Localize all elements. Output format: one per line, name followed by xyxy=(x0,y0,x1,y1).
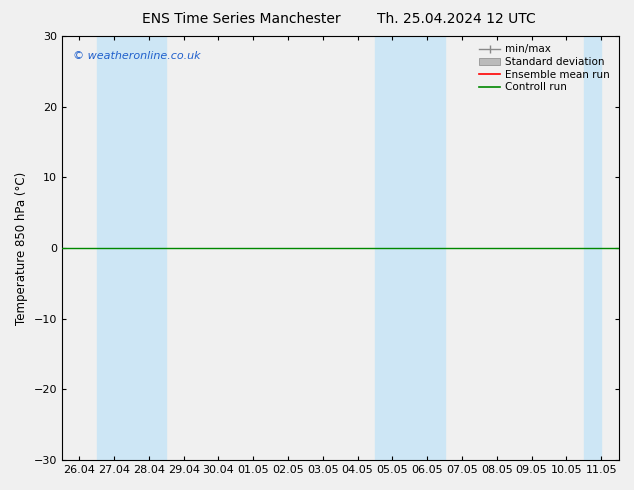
Bar xyxy=(584,36,601,460)
Bar xyxy=(375,36,444,460)
Y-axis label: Temperature 850 hPa (°C): Temperature 850 hPa (°C) xyxy=(15,172,28,325)
Bar xyxy=(97,36,166,460)
Text: © weatheronline.co.uk: © weatheronline.co.uk xyxy=(73,51,201,61)
Text: Th. 25.04.2024 12 UTC: Th. 25.04.2024 12 UTC xyxy=(377,12,536,26)
Legend: min/max, Standard deviation, Ensemble mean run, Controll run: min/max, Standard deviation, Ensemble me… xyxy=(476,41,613,96)
Text: ENS Time Series Manchester: ENS Time Series Manchester xyxy=(141,12,340,26)
